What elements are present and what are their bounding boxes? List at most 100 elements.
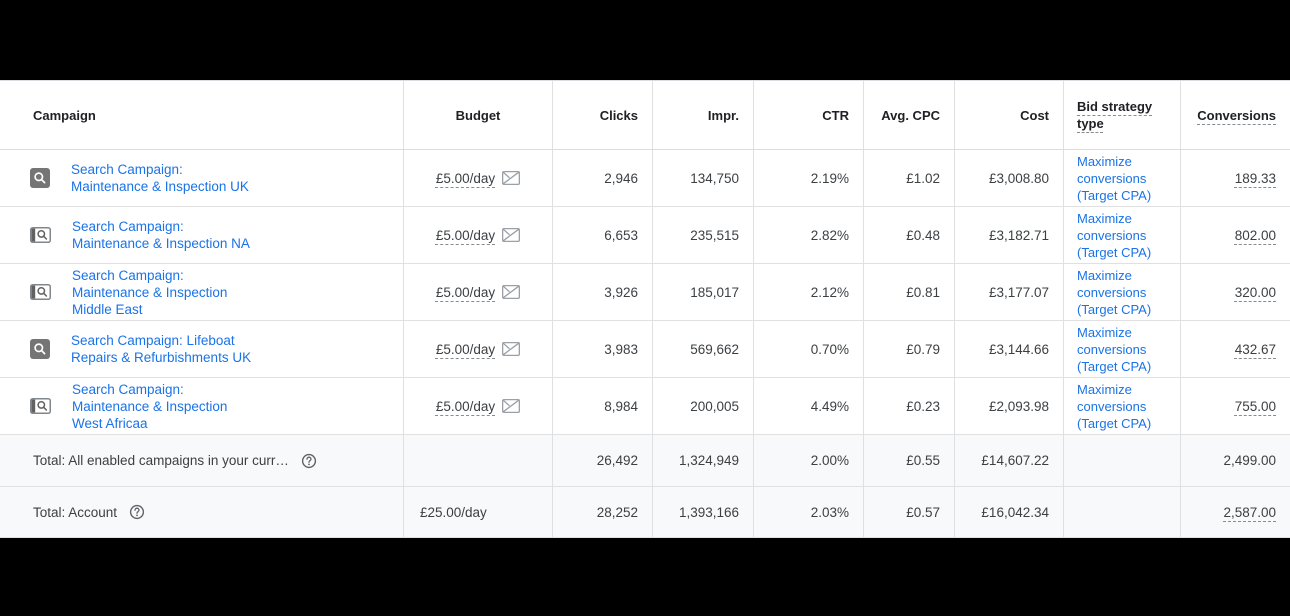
cost-value: £3,144.66 — [954, 321, 1063, 377]
avg-cpc-value: £1.02 — [863, 150, 954, 206]
budget-cell: £5.00/day — [403, 264, 552, 320]
table-row: Search Campaign: Maintenance & Inspectio… — [0, 207, 1290, 264]
clicks-value: 28,252 — [552, 487, 652, 537]
conversions-value[interactable]: 755.00 — [1234, 398, 1276, 414]
search-campaign-outline-icon — [30, 284, 51, 300]
column-header-cost[interactable]: Cost — [954, 81, 1063, 149]
campaign-link[interactable]: Search Campaign: Maintenance & Inspectio… — [72, 219, 250, 251]
total-label-cell: Total: All enabled campaigns in your cur… — [0, 435, 403, 486]
conversions-value[interactable]: 320.00 — [1234, 284, 1276, 300]
conversions-value[interactable]: 189.33 — [1234, 170, 1276, 186]
campaign-link[interactable]: Search Campaign: Maintenance & Inspectio… — [71, 162, 249, 194]
total-account-row: Total: Account £25.00/day 28,252 1,393,1… — [0, 487, 1290, 538]
help-icon[interactable] — [129, 504, 145, 520]
impr-value: 1,324,949 — [652, 435, 753, 486]
edit-disabled-icon — [502, 171, 521, 185]
cost-value: £16,042.34 — [954, 487, 1063, 537]
table-row: Search Campaign: Maintenance & Inspectio… — [0, 378, 1290, 435]
budget-value[interactable]: £5.00/day — [435, 341, 496, 357]
budget-value[interactable]: £5.00/day — [435, 170, 496, 186]
campaigns-table: Campaign Budget Clicks Impr. CTR Avg. CP… — [0, 80, 1290, 538]
campaign-link[interactable]: Search Campaign: Maintenance & Inspectio… — [72, 381, 228, 431]
conversions-cell: 189.33 — [1180, 150, 1290, 206]
ctr-value: 2.00% — [753, 435, 863, 486]
help-icon[interactable] — [301, 453, 317, 469]
clicks-value: 3,926 — [552, 264, 652, 320]
budget-cell: £5.00/day — [403, 378, 552, 434]
total-label: Total: All enabled campaigns in your cur… — [33, 453, 289, 468]
conversions-value[interactable]: 2,587.00 — [1223, 504, 1276, 520]
budget-value[interactable]: £5.00/day — [435, 284, 496, 300]
campaign-cell: Search Campaign: Maintenance & Inspectio… — [0, 207, 403, 263]
column-header-bid-strategy-type[interactable]: Bid strategy type — [1063, 81, 1180, 149]
total-label: Total: Account — [33, 504, 118, 520]
column-header-campaign[interactable]: Campaign — [0, 81, 403, 149]
cost-value: £3,182.71 — [954, 207, 1063, 263]
column-header-conversions[interactable]: Conversions — [1180, 81, 1290, 149]
impr-value: 1,393,166 — [652, 487, 753, 537]
ctr-value: 2.12% — [753, 264, 863, 320]
bid-strategy-cell: Maximize conversions (Target CPA) — [1063, 264, 1180, 320]
ctr-value: 2.03% — [753, 487, 863, 537]
budget-value[interactable]: £5.00/day — [435, 227, 496, 243]
column-header-clicks[interactable]: Clicks — [552, 81, 652, 149]
budget-cell — [403, 435, 552, 486]
search-campaign-outline-icon — [30, 398, 51, 414]
clicks-value: 3,983 — [552, 321, 652, 377]
impr-value: 569,662 — [652, 321, 753, 377]
campaign-cell: Search Campaign: Maintenance & Inspectio… — [0, 150, 403, 206]
bid-strategy-cell — [1063, 435, 1180, 486]
cost-value: £2,093.98 — [954, 378, 1063, 434]
column-header-label: Cost — [1020, 107, 1049, 123]
conversions-cell: 755.00 — [1180, 378, 1290, 434]
avg-cpc-value: £0.79 — [863, 321, 954, 377]
clicks-value: 6,653 — [552, 207, 652, 263]
bid-strategy-link[interactable]: Maximize conversions (Target CPA) — [1077, 381, 1152, 431]
bid-strategy-cell: Maximize conversions (Target CPA) — [1063, 207, 1180, 263]
bid-strategy-cell: Maximize conversions (Target CPA) — [1063, 378, 1180, 434]
cost-value: £3,008.80 — [954, 150, 1063, 206]
budget-cell: £5.00/day — [403, 207, 552, 263]
column-header-label: Avg. CPC — [881, 107, 940, 123]
column-header-impr[interactable]: Impr. — [652, 81, 753, 149]
bid-strategy-cell: Maximize conversions (Target CPA) — [1063, 150, 1180, 206]
budget-cell: £5.00/day — [403, 321, 552, 377]
table-row: Search Campaign: Maintenance & Inspectio… — [0, 264, 1290, 321]
column-header-label: Campaign — [33, 107, 96, 123]
avg-cpc-value: £0.23 — [863, 378, 954, 434]
column-header-label: Clicks — [599, 107, 638, 123]
column-header-label: Bid strategy type — [1077, 99, 1153, 131]
bid-strategy-link[interactable]: Maximize conversions (Target CPA) — [1077, 210, 1152, 260]
column-header-label: Impr. — [707, 107, 739, 123]
letterbox-top — [0, 0, 1290, 80]
total-enabled-campaigns-row: Total: All enabled campaigns in your cur… — [0, 435, 1290, 487]
column-header-ctr[interactable]: CTR — [753, 81, 863, 149]
edit-disabled-icon — [502, 228, 521, 242]
cost-value: £3,177.07 — [954, 264, 1063, 320]
impr-value: 134,750 — [652, 150, 753, 206]
edit-disabled-icon — [502, 399, 521, 413]
total-label-cell: Total: Account — [0, 487, 403, 537]
conversions-value[interactable]: 432.67 — [1234, 341, 1276, 357]
table-header-row: Campaign Budget Clicks Impr. CTR Avg. CP… — [0, 81, 1290, 150]
avg-cpc-value: £0.48 — [863, 207, 954, 263]
conversions-value: 2,499.00 — [1180, 435, 1290, 486]
clicks-value: 2,946 — [552, 150, 652, 206]
bid-strategy-link[interactable]: Maximize conversions (Target CPA) — [1077, 267, 1152, 317]
conversions-value[interactable]: 802.00 — [1234, 227, 1276, 243]
bid-strategy-link[interactable]: Maximize conversions (Target CPA) — [1077, 324, 1152, 374]
search-campaign-outline-icon — [30, 227, 51, 243]
avg-cpc-value: £0.55 — [863, 435, 954, 486]
campaign-link[interactable]: Search Campaign: Maintenance & Inspectio… — [72, 267, 228, 317]
letterbox-bottom — [0, 538, 1290, 616]
campaign-link[interactable]: Search Campaign: Lifeboat Repairs & Refu… — [71, 333, 252, 365]
impr-value: 185,017 — [652, 264, 753, 320]
bid-strategy-link[interactable]: Maximize conversions (Target CPA) — [1077, 153, 1152, 203]
column-header-avg-cpc[interactable]: Avg. CPC — [863, 81, 954, 149]
column-header-budget[interactable]: Budget — [403, 81, 552, 149]
bid-strategy-cell: Maximize conversions (Target CPA) — [1063, 321, 1180, 377]
budget-cell: £5.00/day — [403, 150, 552, 206]
impr-value: 235,515 — [652, 207, 753, 263]
budget-value[interactable]: £5.00/day — [435, 398, 496, 414]
bid-strategy-cell — [1063, 487, 1180, 537]
